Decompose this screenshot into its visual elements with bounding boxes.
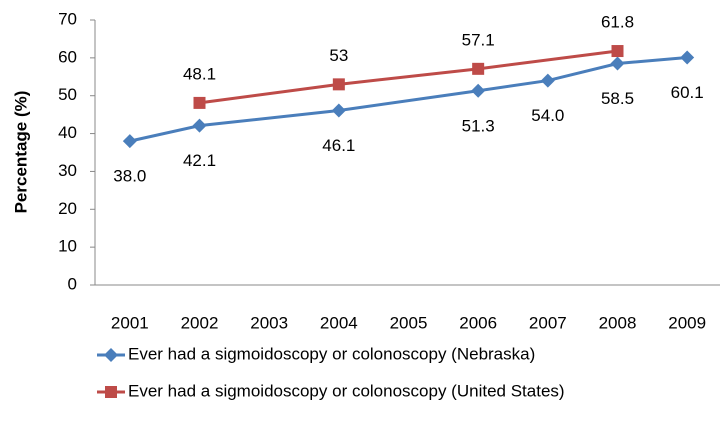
legend-marker bbox=[105, 386, 117, 398]
x-tick-label: 2005 bbox=[390, 313, 428, 332]
point bbox=[193, 96, 206, 109]
x-tick-label: 2003 bbox=[250, 313, 288, 332]
data-label: 61.8 bbox=[601, 13, 634, 32]
x-tick-label: 2006 bbox=[459, 313, 497, 332]
point bbox=[540, 73, 555, 88]
point bbox=[611, 45, 624, 58]
point bbox=[332, 78, 345, 91]
y-tick-label: 10 bbox=[58, 237, 77, 256]
data-label: 46.1 bbox=[322, 136, 355, 155]
data-label: 53 bbox=[329, 46, 348, 65]
point bbox=[192, 118, 207, 133]
x-tick-label: 2008 bbox=[599, 313, 637, 332]
x-tick-label: 2007 bbox=[529, 313, 567, 332]
point bbox=[471, 83, 486, 98]
data-label: 58.5 bbox=[601, 89, 634, 108]
data-label: 54.0 bbox=[531, 106, 564, 125]
y-axis-label: Percentage (%) bbox=[11, 91, 30, 214]
data-label: 57.1 bbox=[462, 30, 495, 49]
legend-label: Ever had a sigmoidoscopy or colonoscopy … bbox=[128, 344, 535, 363]
x-tick-label: 2004 bbox=[320, 313, 358, 332]
point bbox=[331, 103, 346, 118]
y-tick-label: 50 bbox=[58, 85, 77, 104]
legend-label: Ever had a sigmoidoscopy or colonoscopy … bbox=[128, 381, 565, 400]
x-tick-label: 2001 bbox=[111, 313, 149, 332]
data-label: 42.1 bbox=[183, 151, 216, 170]
point bbox=[680, 50, 695, 65]
data-label: 48.1 bbox=[183, 64, 216, 83]
x-tick-label: 2002 bbox=[181, 313, 219, 332]
series-line bbox=[199, 49, 618, 105]
data-label: 60.1 bbox=[671, 83, 704, 102]
legend-marker bbox=[104, 348, 118, 362]
x-tick-label: 2009 bbox=[668, 313, 706, 332]
y-tick-label: 40 bbox=[58, 123, 77, 142]
y-tick-label: 60 bbox=[58, 47, 77, 66]
point bbox=[472, 62, 485, 75]
point bbox=[610, 56, 625, 71]
y-tick-label: 0 bbox=[68, 274, 77, 293]
y-tick-label: 70 bbox=[58, 9, 77, 28]
y-tick-label: 30 bbox=[58, 161, 77, 180]
point bbox=[122, 134, 137, 149]
y-tick-label: 20 bbox=[58, 199, 77, 218]
data-label: 38.0 bbox=[113, 167, 146, 186]
data-label: 51.3 bbox=[462, 116, 495, 135]
